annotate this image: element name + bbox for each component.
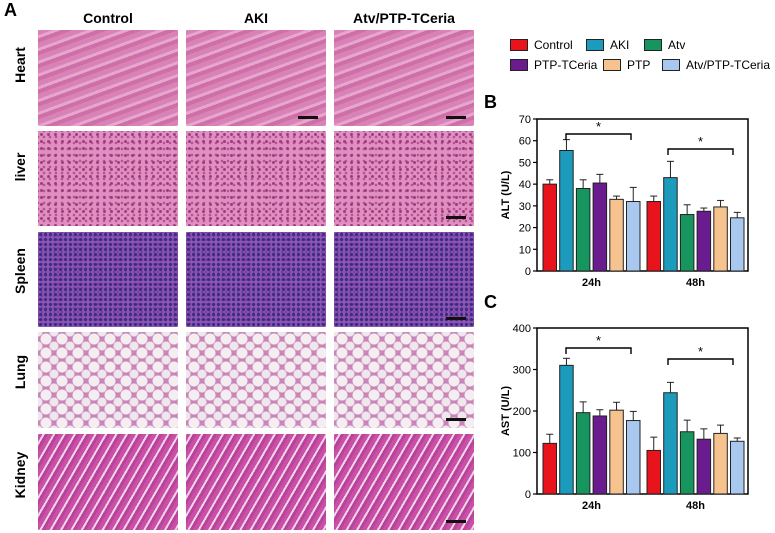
panel-label-c: C (484, 292, 497, 312)
scale-bar (298, 116, 318, 119)
alt-bar (542, 183, 557, 272)
legend-label: PTP (627, 58, 651, 72)
alt-y-tick-label: 50 (519, 157, 531, 169)
alt-bar (713, 206, 728, 272)
scale-bar (446, 116, 466, 119)
alt-bar (559, 149, 574, 272)
ast-bar (609, 409, 624, 495)
column-header-aki: AKI (243, 10, 269, 26)
histology-image-lung-control (38, 332, 178, 428)
ast-bar (646, 449, 661, 495)
histology-image-spleen-atv-ptp-tceria (334, 232, 474, 327)
scale-bar (446, 520, 466, 523)
legend-item-control: Control (510, 38, 573, 52)
histology-image-spleen-aki (186, 232, 326, 327)
ast-y-tick-label: 200 (513, 406, 531, 418)
legend-item-ptp: PTP (603, 58, 650, 72)
alt-plot-frame (536, 118, 749, 272)
legend-item-ptp-tceria: PTP-TCeria (510, 58, 597, 72)
column-header-atv-ptp-tceria: Atv/PTP-TCeria (353, 10, 455, 26)
alt-x-tick-label: 24h (582, 277, 601, 289)
legend-label: PTP-TCeria (534, 58, 598, 72)
ast-bar (679, 431, 695, 495)
scale-bar (446, 216, 466, 219)
alt-bar (626, 201, 641, 272)
legend-item-atv-ptp-tceria: Atv/PTP-TCeria (662, 58, 770, 72)
legend-label: Atv/PTP-TCeria (686, 58, 771, 72)
histology-image-liver-aki (186, 131, 326, 226)
alt-y-tick-label: 40 (519, 179, 531, 191)
alt-bar (646, 201, 661, 272)
alt-bar (679, 214, 695, 272)
alt-significance-mark: * (596, 119, 601, 134)
legend-item-atv: Atv (644, 38, 685, 52)
histology-image-liver-control (38, 131, 178, 226)
legend-label: Control (534, 38, 573, 52)
histology-image-heart-aki (186, 30, 326, 126)
alt-significance-mark: * (698, 134, 703, 149)
scale-bar (446, 317, 466, 320)
alt-significance-bracket (667, 148, 734, 155)
ast-x-tick-label: 24h (582, 500, 601, 512)
histology-image-heart-atv-ptp-tceria (334, 30, 474, 126)
ast-y-axis-label: AST (U/L) (500, 386, 512, 436)
ast-bar (730, 440, 745, 495)
alt-bar (609, 198, 624, 272)
legend-swatch (644, 39, 662, 51)
alt-bar (730, 217, 745, 272)
ast-significance-bracket (565, 347, 632, 354)
histology-image-spleen-control (38, 232, 178, 327)
ast-bar (592, 415, 608, 495)
legend-item-aki: AKI (586, 38, 629, 52)
ast-x-tick-label: 48h (686, 500, 705, 512)
legend-label: AKI (610, 38, 630, 52)
column-header-control: Control (83, 10, 133, 26)
panel-label-a: A (4, 0, 17, 20)
ast-significance-mark: * (596, 333, 601, 348)
alt-y-axis-label: ALT (U/L) (500, 170, 512, 219)
histology-image-lung-aki (186, 332, 326, 428)
ast-bar (575, 412, 591, 495)
legend-swatch (510, 59, 528, 71)
ast-bar (713, 432, 728, 495)
ast-y-tick-label: 300 (513, 365, 531, 377)
alt-y-tick-label: 0 (525, 266, 531, 278)
ast-y-tick-label: 0 (525, 489, 531, 501)
alt-y-tick-label: 20 (519, 223, 531, 235)
ast-bar (696, 438, 712, 495)
histology-image-kidney-control (38, 434, 178, 530)
scale-bar (446, 418, 466, 421)
histology-image-heart-control (38, 30, 178, 126)
alt-y-tick-label: 70 (519, 114, 531, 126)
histology-image-lung-atv-ptp-tceria (334, 332, 474, 428)
histology-image-liver-atv-ptp-tceria (334, 131, 474, 226)
histology-image-kidney-aki (186, 434, 326, 530)
ast-significance-mark: * (698, 344, 703, 359)
ast-bar (559, 364, 574, 495)
alt-bar (592, 182, 608, 272)
alt-y-tick-label: 60 (519, 136, 531, 148)
legend-label: Atv (668, 38, 686, 52)
alt-y-tick-label: 30 (519, 201, 531, 213)
legend-swatch (662, 59, 680, 71)
ast-bar (542, 442, 557, 495)
alt-x-tick-label: 48h (686, 277, 705, 289)
ast-y-tick-label: 100 (513, 448, 531, 460)
legend-swatch (586, 39, 604, 51)
histology-image-kidney-atv-ptp-tceria (334, 434, 474, 530)
alt-significance-bracket (565, 133, 632, 140)
ast-bar (626, 420, 641, 495)
ast-significance-bracket (667, 358, 734, 365)
legend-swatch (603, 59, 621, 71)
panel-label-b: B (484, 92, 497, 112)
ast-bar (663, 392, 678, 495)
alt-bar (575, 187, 591, 272)
alt-y-tick-label: 10 (519, 244, 531, 256)
alt-bar (696, 210, 712, 272)
legend-swatch (510, 39, 528, 51)
ast-y-tick-label: 400 (513, 323, 531, 335)
alt-bar (663, 177, 678, 272)
